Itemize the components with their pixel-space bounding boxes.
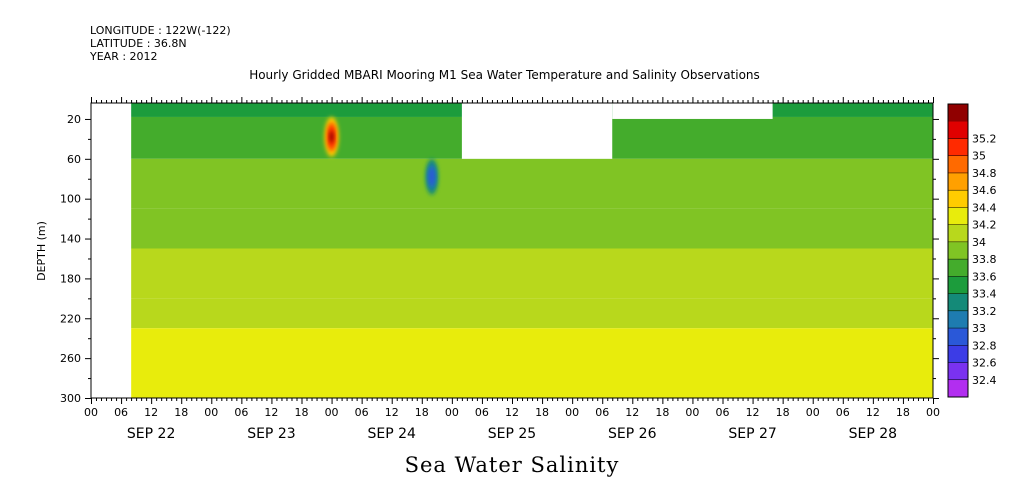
colorbar-label: 32.4	[972, 374, 997, 387]
colorbar-label: 33.6	[972, 270, 997, 283]
colorbar-label: 35	[972, 150, 986, 163]
year-text: YEAR : 2012	[90, 50, 158, 63]
x-hour-label: 12	[505, 406, 519, 419]
colorbar-segment	[948, 121, 968, 139]
longitude-text: LONGITUDE : 122W(-122)	[90, 24, 231, 37]
colorbar-segment	[948, 293, 968, 312]
colorbar-label: 34.6	[972, 184, 997, 197]
x-hour-label: 18	[174, 406, 188, 419]
latitude-text: LATITUDE : 36.8N	[90, 37, 187, 50]
colorbar-label: 33.2	[972, 305, 997, 318]
x-hour-label: 18	[776, 406, 790, 419]
colorbar-label: 32.8	[972, 339, 997, 352]
colorbar-segment	[948, 224, 968, 243]
y-tick-label: 140	[60, 233, 81, 246]
colorbar-segment	[948, 328, 968, 346]
colorbar-label: 34	[972, 236, 986, 249]
x-hour-label: 06	[716, 406, 730, 419]
x-day-label: SEP 26	[608, 426, 657, 442]
x-day-label: SEP 22	[127, 426, 175, 442]
colorbar-segment	[948, 190, 968, 208]
x-day-label: SEP 28	[849, 426, 897, 442]
colorbar-segment	[948, 345, 968, 363]
colorbar-label: 32.6	[972, 357, 997, 370]
x-hour-label: 12	[385, 406, 399, 419]
x-axis-title: Sea Water Salinity	[404, 453, 620, 477]
plot-area	[90, 102, 934, 399]
colorbar-segment	[948, 172, 968, 191]
missing-region-2	[612, 103, 773, 119]
x-hour-label: 12	[746, 406, 760, 419]
y-tick-label: 260	[60, 352, 81, 365]
x-hour-label: 06	[355, 406, 369, 419]
x-hour-label: 00	[565, 406, 579, 419]
y-tick-label: 220	[60, 312, 81, 325]
colorbar-segment	[948, 155, 968, 174]
x-hour-label: 18	[295, 406, 309, 419]
x-hour-label: 06	[595, 406, 609, 419]
colorbar: 32.4 32.6 32.8 33 33.2 33.4 33.6 33.8 34 34.2 34.4…	[947, 103, 997, 398]
depth-band-4	[131, 248, 934, 299]
y-tick-label: 60	[67, 153, 81, 166]
high-salinity-anomaly	[324, 116, 339, 157]
x-day-label: SEP 24	[367, 426, 416, 442]
y-axis-label: DEPTH (m)	[35, 221, 48, 281]
x-hour-label: 00	[204, 406, 218, 419]
x-hour-label: 00	[325, 406, 339, 419]
colorbar-segment	[948, 207, 968, 225]
x-hour-label: 06	[114, 406, 128, 419]
colorbar-segment	[948, 276, 968, 294]
x-hour-label: 00	[685, 406, 699, 419]
x-hour-label: 18	[655, 406, 669, 419]
colorbar-label: 34.2	[972, 219, 997, 232]
x-hour-label: 06	[475, 406, 489, 419]
low-salinity-anomaly	[425, 158, 438, 195]
x-hour-label: 00	[806, 406, 820, 419]
x-hour-label: 12	[144, 406, 158, 419]
chart-title: Hourly Gridded MBARI Mooring M1 Sea Wate…	[249, 68, 760, 82]
colorbar-segment	[948, 310, 968, 329]
colorbar-label: 33.4	[972, 288, 997, 301]
x-day-label: SEP 25	[488, 426, 536, 442]
y-tick-label: 300	[60, 392, 81, 405]
x-hour-label: 12	[866, 406, 880, 419]
colorbar-label: 33	[972, 322, 986, 335]
x-hour-label: 00	[84, 406, 98, 419]
chart-metadata: LONGITUDE : 122W(-122) LATITUDE : 36.8N …	[90, 24, 231, 63]
y-tick-label: 180	[60, 272, 81, 285]
depth-band-6	[131, 328, 934, 398]
x-hour-label: 12	[264, 406, 278, 419]
depth-band-3	[131, 208, 934, 249]
colorbar-segment	[948, 379, 968, 398]
colorbar-label: 35.2	[972, 132, 997, 145]
x-day-label: SEP 23	[247, 426, 295, 442]
colorbar-segment	[948, 362, 968, 381]
x-hour-label: 06	[836, 406, 850, 419]
colorbar-label: 33.8	[972, 253, 997, 266]
x-hour-label: 18	[415, 406, 429, 419]
colorbar-segment	[948, 241, 968, 260]
depth-band-5	[131, 298, 934, 329]
x-day-label: SEP 27	[728, 426, 776, 442]
colorbar-segment	[948, 104, 968, 122]
x-hour-label: 00	[445, 406, 459, 419]
missing-region-0	[91, 103, 132, 398]
colorbar-label: 34.4	[972, 201, 997, 214]
colorbar-label: 34.8	[972, 167, 997, 180]
colorbar-segment	[948, 138, 968, 157]
x-hour-label: 18	[896, 406, 910, 419]
y-tick-label: 20	[67, 113, 81, 126]
y-tick-label: 100	[60, 193, 81, 206]
x-hour-label: 00	[926, 406, 940, 419]
y-axis: 20 60 100 140 180 220 260 300	[60, 113, 939, 405]
depth-band-2	[131, 158, 934, 209]
x-hour-label: 06	[234, 406, 248, 419]
colorbar-segment	[948, 259, 968, 277]
x-axis: 00 06 12 18 00 06 12 18 00 06 12 18 00 06 12 18 00 06 12 18…	[84, 97, 940, 442]
x-hour-label: 18	[535, 406, 549, 419]
missing-region-1	[461, 103, 613, 159]
salinity-chart: 00 06 12 18 00 06 12 18 00 06 12 18 00 06 12 18 00 06 12 18…	[35, 97, 997, 442]
x-hour-label: 12	[625, 406, 639, 419]
